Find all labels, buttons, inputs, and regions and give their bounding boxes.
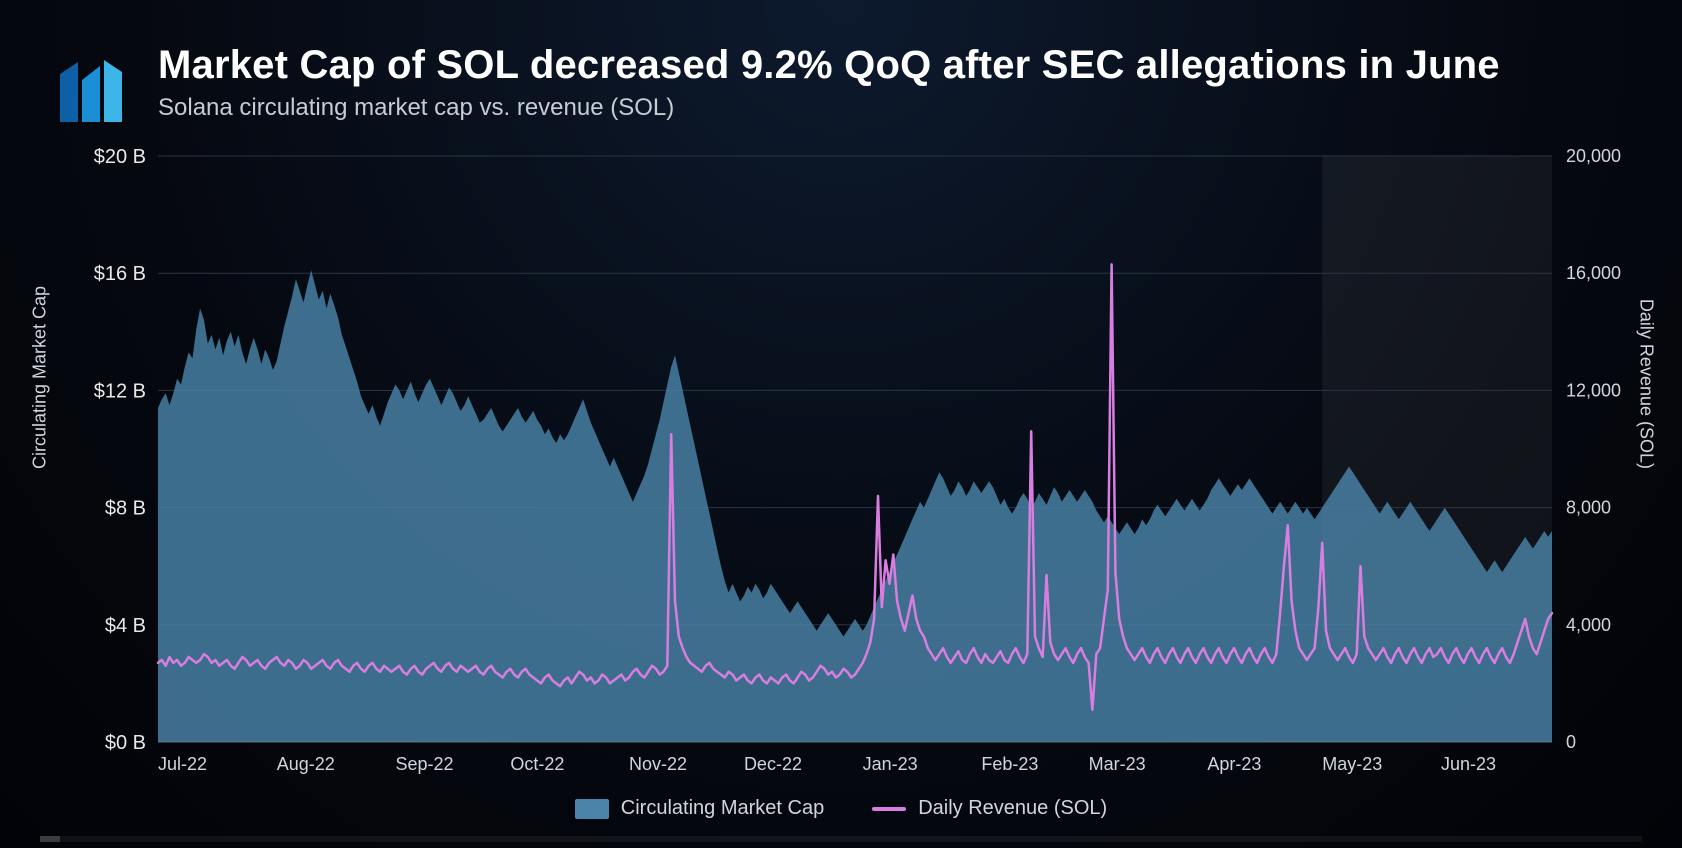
legend-area-label: Circulating Market Cap <box>621 797 824 820</box>
svg-text:$0 B: $0 B <box>105 732 146 754</box>
svg-text:Apr-23: Apr-23 <box>1207 754 1261 774</box>
chart-legend: Circulating Market Cap Daily Revenue (SO… <box>0 797 1682 820</box>
chart-subtitle: Solana circulating market cap vs. revenu… <box>158 94 1642 122</box>
svg-text:Mar-23: Mar-23 <box>1089 754 1146 774</box>
svg-text:$8 B: $8 B <box>105 498 146 520</box>
chart-area: Circulating Market Cap Daily Revenue (SO… <box>46 148 1640 790</box>
svg-text:20,000: 20,000 <box>1566 148 1621 166</box>
svg-text:May-23: May-23 <box>1322 754 1382 774</box>
legend-line-swatch <box>872 807 906 811</box>
svg-text:0: 0 <box>1566 732 1576 752</box>
svg-text:Aug-22: Aug-22 <box>277 754 335 774</box>
chart-svg: $0 B $4 B $8 B $12 B $16 B $20 B 0 4,000 8,000 12… <box>46 148 1640 790</box>
y-right-axis-label: Daily Revenue (SOL) <box>1636 299 1657 469</box>
svg-text:Feb-23: Feb-23 <box>981 754 1038 774</box>
chart-title: Market Cap of SOL decreased 9.2% QoQ aft… <box>158 42 1642 88</box>
legend-area-swatch <box>575 799 609 819</box>
chart-header: Market Cap of SOL decreased 9.2% QoQ aft… <box>60 42 1642 127</box>
messari-logo <box>60 60 130 127</box>
svg-text:Oct-22: Oct-22 <box>510 754 564 774</box>
svg-text:Nov-22: Nov-22 <box>629 754 687 774</box>
svg-text:Dec-22: Dec-22 <box>744 754 802 774</box>
svg-text:Jan-23: Jan-23 <box>863 754 918 774</box>
legend-line-label: Daily Revenue (SOL) <box>918 797 1107 820</box>
svg-text:Sep-22: Sep-22 <box>395 754 453 774</box>
legend-item-area: Circulating Market Cap <box>575 797 824 820</box>
svg-text:16,000: 16,000 <box>1566 263 1621 283</box>
y-left-axis-label: Circulating Market Cap <box>30 286 51 469</box>
svg-text:$20 B: $20 B <box>94 148 146 168</box>
legend-item-line: Daily Revenue (SOL) <box>872 797 1107 820</box>
svg-text:Jun-23: Jun-23 <box>1441 754 1496 774</box>
svg-text:8,000: 8,000 <box>1566 498 1611 518</box>
footer-scrollbar-track <box>40 836 1642 842</box>
svg-text:$12 B: $12 B <box>94 380 146 402</box>
svg-text:4,000: 4,000 <box>1566 615 1611 635</box>
svg-text:12,000: 12,000 <box>1566 380 1621 400</box>
footer-scrollbar-thumb <box>40 836 60 842</box>
svg-text:$4 B: $4 B <box>105 615 146 637</box>
svg-text:$16 B: $16 B <box>94 263 146 285</box>
svg-text:Jul-22: Jul-22 <box>158 754 207 774</box>
